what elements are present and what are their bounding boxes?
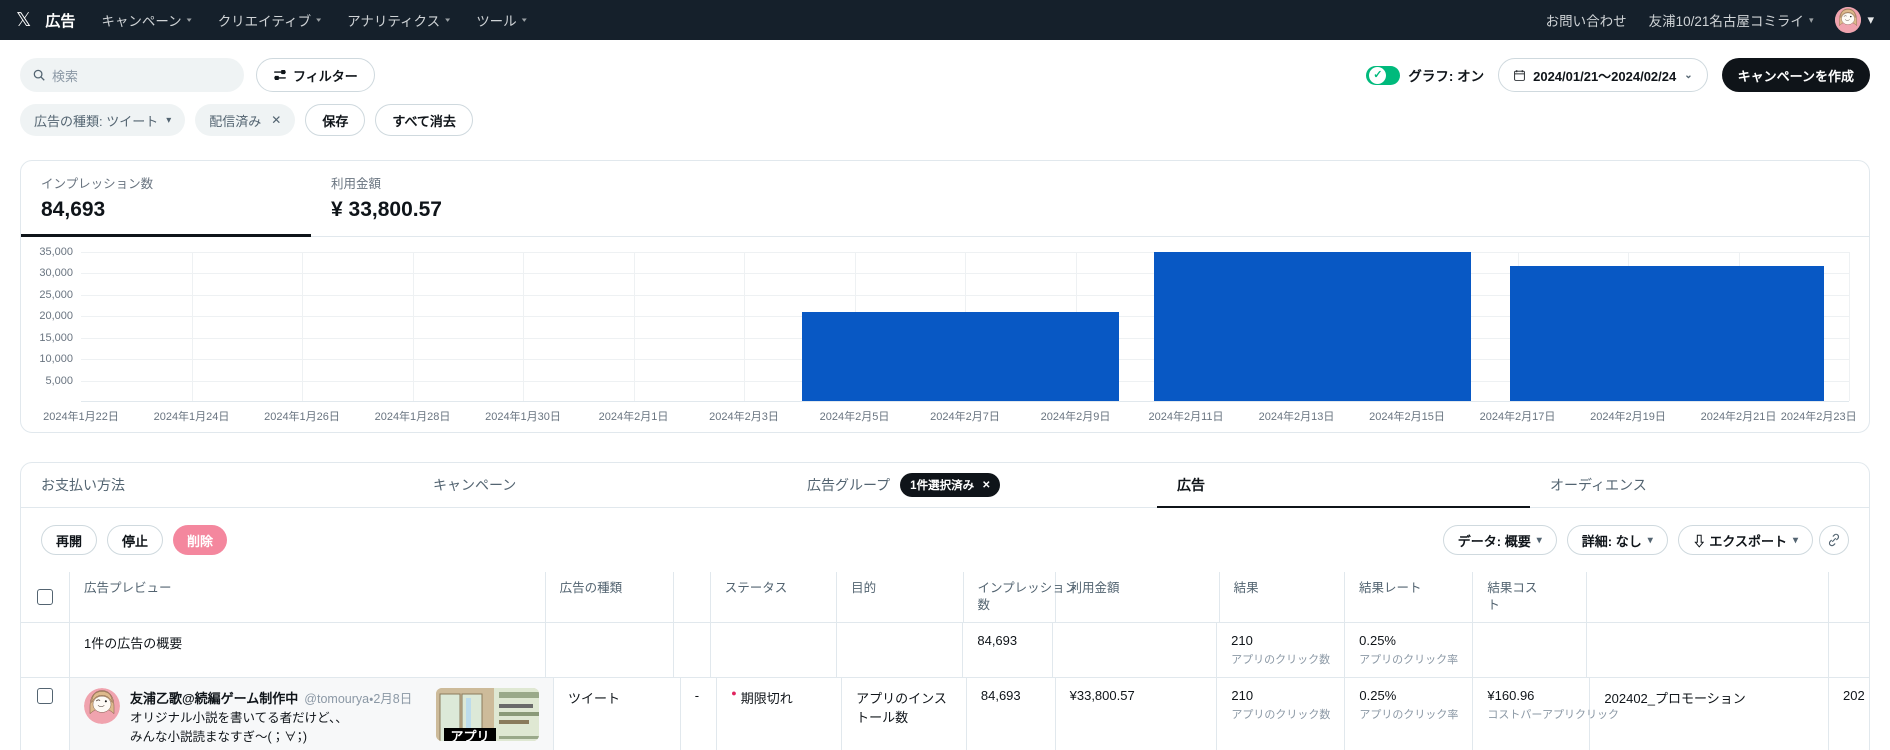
svg-text:アプリ: アプリ <box>450 729 489 741</box>
